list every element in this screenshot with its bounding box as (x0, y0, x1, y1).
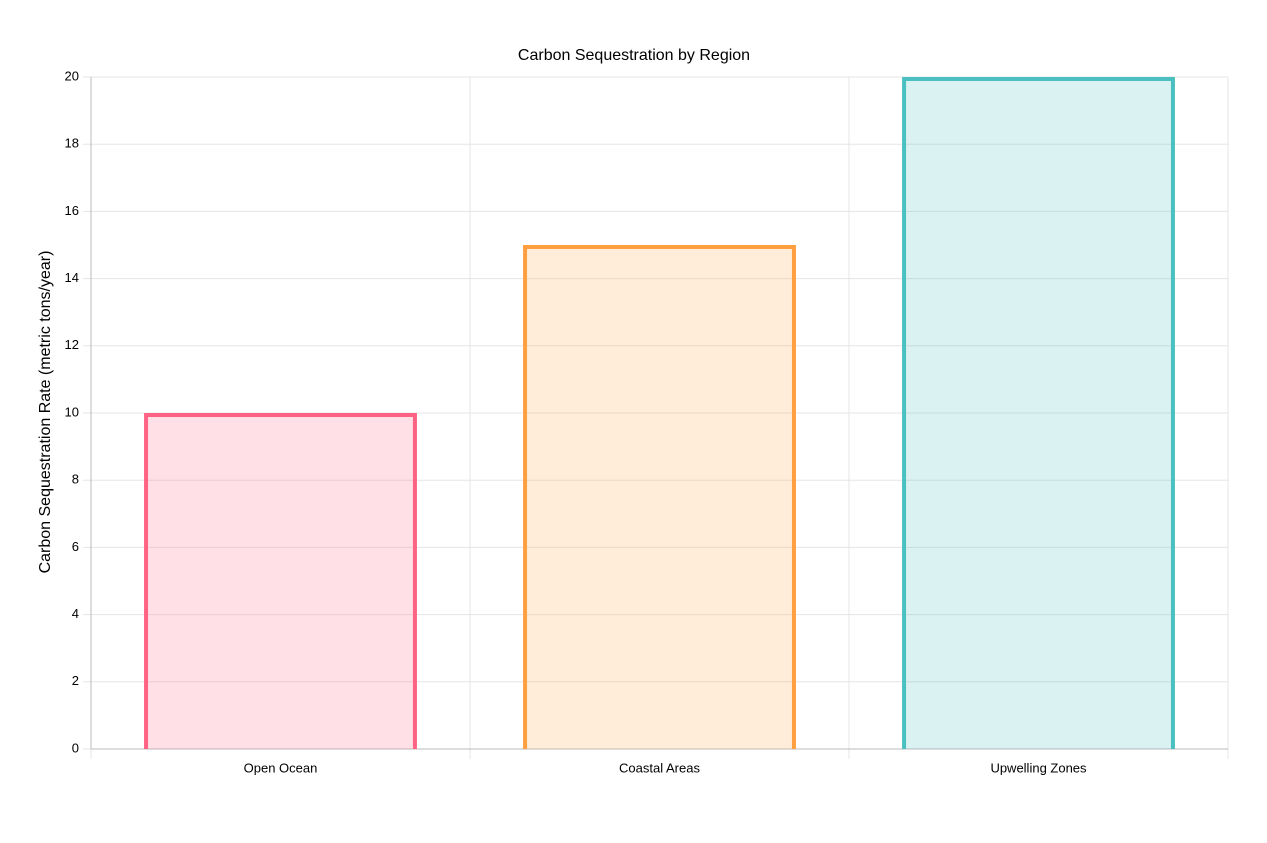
y-tick-label: 0 (72, 740, 79, 755)
chart-title: Carbon Sequestration by Region (518, 47, 750, 64)
y-tick-label: 2 (72, 673, 79, 688)
x-tick-label: Upwelling Zones (990, 760, 1087, 775)
y-tick-label: 16 (65, 203, 79, 218)
y-tick-label: 12 (65, 337, 79, 352)
y-tick-label: 14 (65, 270, 79, 285)
y-tick-label: 6 (72, 539, 79, 554)
y-tick-label: 18 (65, 136, 79, 151)
bar-border (523, 245, 796, 749)
bar (523, 245, 796, 749)
x-tick-label: Coastal Areas (619, 760, 700, 775)
y-tick-label: 8 (72, 472, 79, 487)
bar-border (144, 413, 417, 749)
x-tick-label: Open Ocean (244, 760, 318, 775)
y-tick-label: 4 (72, 606, 79, 621)
bar-border (902, 77, 1175, 749)
y-tick-label: 10 (65, 404, 79, 419)
y-axis-title: Carbon Sequestration Rate (metric tons/y… (37, 251, 54, 574)
y-tick-label: 20 (65, 68, 79, 83)
bar (902, 77, 1175, 749)
bar (144, 413, 417, 749)
